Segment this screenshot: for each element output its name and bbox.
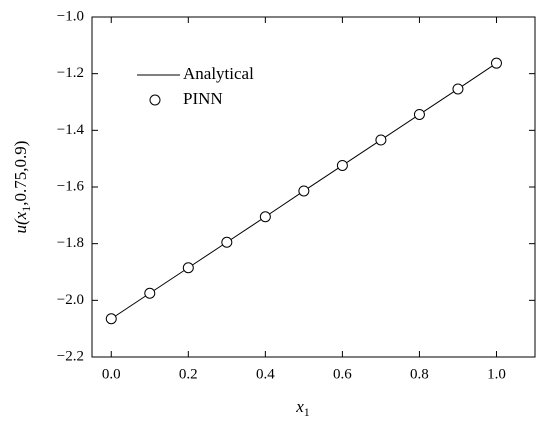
legend-label: Analytical xyxy=(183,64,254,83)
x-tick-label: 0.4 xyxy=(256,366,275,382)
y-tick-label: −1.2 xyxy=(57,65,84,81)
x-tick-label: 0.2 xyxy=(179,366,198,382)
data-point xyxy=(413,108,425,120)
y-label-fn: u xyxy=(11,225,30,234)
data-point xyxy=(298,185,310,197)
data-point xyxy=(182,262,194,274)
y-tick-label: −1.6 xyxy=(57,178,85,194)
x-label-sub: 1 xyxy=(304,405,310,419)
legend-label: PINN xyxy=(183,89,223,108)
y-tick-label: −1.4 xyxy=(57,122,85,138)
y-label-var: (x xyxy=(11,211,30,225)
data-point xyxy=(105,313,117,325)
data-point xyxy=(144,287,156,299)
data-point xyxy=(259,211,271,223)
x-axis-label: x1 xyxy=(295,397,310,419)
y-tick-label: −2.0 xyxy=(57,292,84,308)
y-label-sub: 1 xyxy=(19,206,33,212)
y-tick-label: −1.8 xyxy=(57,235,84,251)
data-point xyxy=(490,57,502,69)
x-tick-label: 1.0 xyxy=(487,366,506,382)
plot-frame xyxy=(91,16,536,358)
data-point xyxy=(221,236,233,248)
data-point xyxy=(452,83,464,95)
data-point xyxy=(336,159,348,171)
data-point xyxy=(375,134,387,146)
y-tick-label: −1.0 xyxy=(57,8,84,24)
x-tick-label: 0.8 xyxy=(410,366,429,382)
y-axis-label: u(x1,0.75,0.9) xyxy=(11,141,33,234)
x-tick-label: 0.0 xyxy=(102,366,121,382)
x-label-var: x xyxy=(295,397,304,416)
x-tick-label: 0.6 xyxy=(333,366,352,382)
y-label-rest: ,0.75,0.9) xyxy=(11,141,30,206)
legend-marker xyxy=(149,94,161,106)
y-tick-label: −2.2 xyxy=(57,348,84,364)
